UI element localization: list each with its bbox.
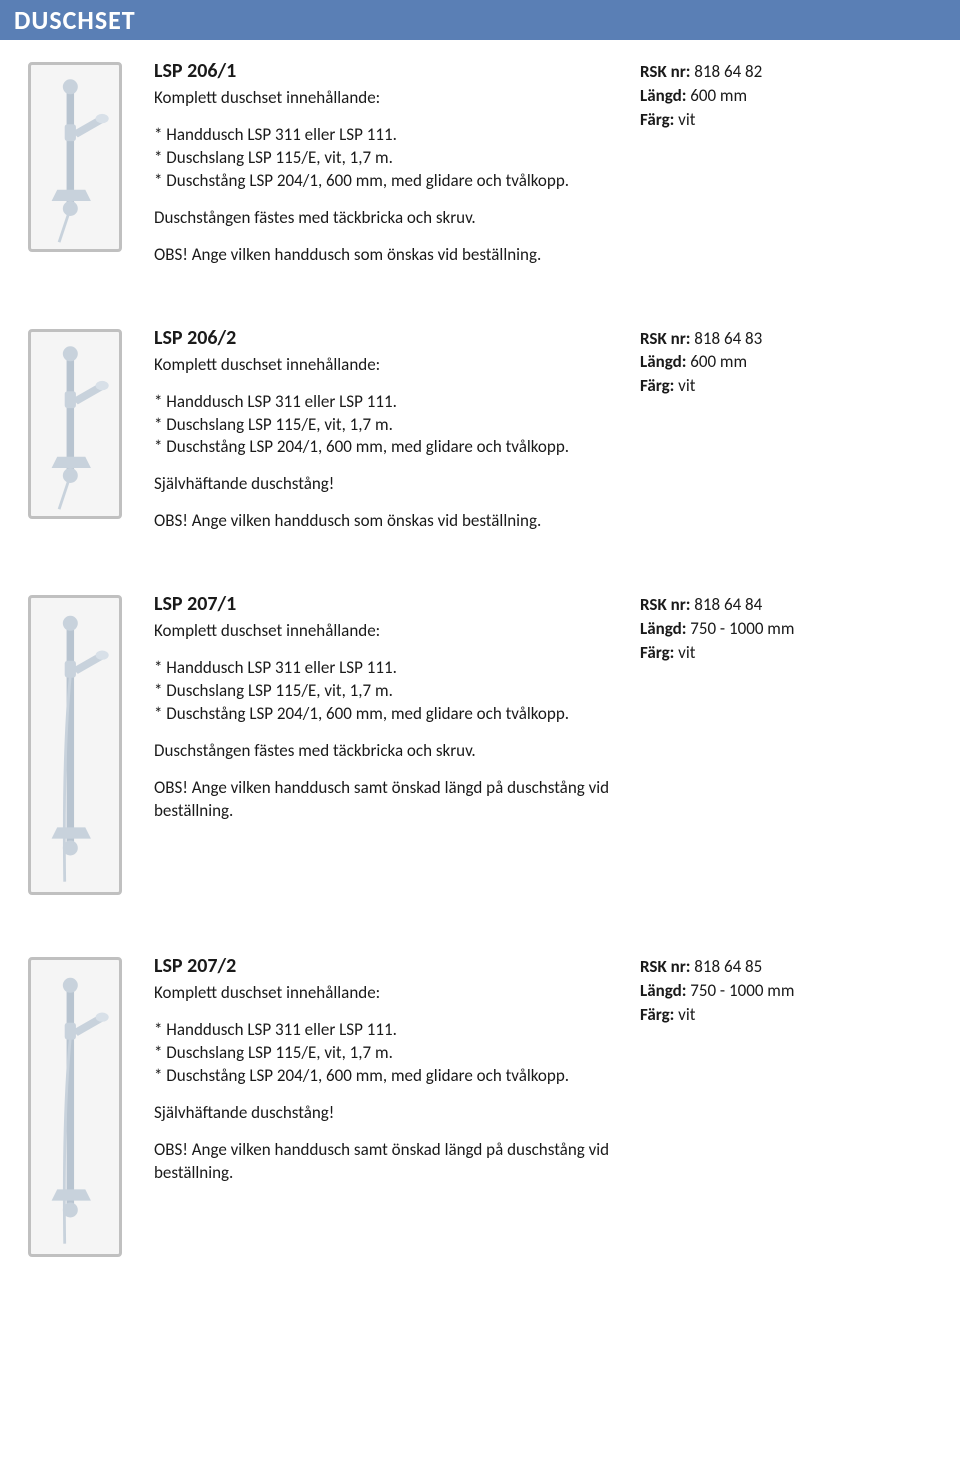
meta-color: Färg: vit	[640, 1003, 940, 1027]
meta-value: 750 - 1000 mm	[690, 618, 794, 639]
bullet: * Duschslang LSP 115/E, vit, 1,7 m.	[154, 680, 628, 703]
product-meta: RSK nr: 818 64 83 Längd: 600 mm Färg: vi…	[640, 325, 940, 398]
meta-length: Längd: 750 - 1000 mm	[640, 979, 940, 1003]
product-description: LSP 207/1 Komplett duschset innehållande…	[150, 591, 640, 823]
section-header: DUSCHSET	[0, 0, 960, 40]
meta-label: Längd:	[640, 351, 686, 372]
bullet: * Duschstång LSP 204/1, 600 mm, med glid…	[154, 1065, 628, 1088]
bullet: * Handdusch LSP 311 eller LSP 111.	[154, 391, 628, 414]
meta-rsk: RSK nr: 818 64 85	[640, 955, 940, 979]
bullet: * Duschslang LSP 115/E, vit, 1,7 m.	[154, 1042, 628, 1065]
product-row: LSP 207/2 Komplett duschset innehållande…	[0, 935, 960, 1257]
bullet: * Duschstång LSP 204/1, 600 mm, med glid…	[154, 170, 628, 193]
product-note: Duschstången fästes med täckbricka och s…	[154, 740, 628, 763]
product-row: LSP 207/1 Komplett duschset innehållande…	[0, 573, 960, 895]
bullet: * Duschslang LSP 115/E, vit, 1,7 m.	[154, 147, 628, 170]
product-note: Självhäftande duschstång!	[154, 1102, 628, 1125]
product-obs: OBS! Ange vilken handdusch som önskas vi…	[154, 510, 628, 533]
shower-set-icon	[31, 960, 119, 1254]
meta-value: 600 mm	[690, 85, 747, 106]
meta-label: Färg:	[640, 1004, 674, 1025]
meta-value: 818 64 82	[694, 61, 762, 82]
product-image-container	[0, 591, 150, 895]
meta-value: vit	[678, 642, 695, 663]
product-obs: OBS! Ange vilken handdusch samt önskad l…	[154, 777, 628, 823]
meta-value: vit	[678, 1004, 695, 1025]
product-note: Självhäftande duschstång!	[154, 473, 628, 496]
product-image-placeholder	[28, 595, 122, 895]
shower-set-icon	[31, 65, 119, 249]
meta-length: Längd: 600 mm	[640, 84, 940, 108]
product-description: LSP 206/2 Komplett duschset innehållande…	[150, 325, 640, 534]
meta-value: 750 - 1000 mm	[690, 980, 794, 1001]
product-description: LSP 207/2 Komplett duschset innehållande…	[150, 953, 640, 1185]
meta-color: Färg: vit	[640, 641, 940, 665]
meta-label: RSK nr:	[640, 956, 690, 977]
shower-set-icon	[31, 598, 119, 892]
meta-rsk: RSK nr: 818 64 83	[640, 327, 940, 351]
meta-value: 818 64 83	[694, 328, 762, 349]
product-meta: RSK nr: 818 64 85 Längd: 750 - 1000 mm F…	[640, 953, 940, 1026]
meta-value: vit	[678, 109, 695, 130]
meta-color: Färg: vit	[640, 374, 940, 398]
bullet: * Handdusch LSP 311 eller LSP 111.	[154, 124, 628, 147]
meta-value: 818 64 84	[694, 594, 762, 615]
meta-label: RSK nr:	[640, 61, 690, 82]
meta-value: 818 64 85	[694, 956, 762, 977]
meta-label: Längd:	[640, 618, 686, 639]
product-image-placeholder	[28, 957, 122, 1257]
product-image-container	[0, 325, 150, 519]
bullet: * Handdusch LSP 311 eller LSP 111.	[154, 1019, 628, 1042]
product-image-placeholder	[28, 329, 122, 519]
product-subtitle: Komplett duschset innehållande:	[154, 87, 628, 110]
bullet: * Handdusch LSP 311 eller LSP 111.	[154, 657, 628, 680]
product-row: LSP 206/2 Komplett duschset innehållande…	[0, 307, 960, 534]
bullet: * Duschstång LSP 204/1, 600 mm, med glid…	[154, 436, 628, 459]
product-title: LSP 206/1	[154, 58, 628, 85]
product-note: Duschstången fästes med täckbricka och s…	[154, 207, 628, 230]
meta-label: Färg:	[640, 109, 674, 130]
product-subtitle: Komplett duschset innehållande:	[154, 354, 628, 377]
meta-color: Färg: vit	[640, 108, 940, 132]
product-obs: OBS! Ange vilken handdusch som önskas vi…	[154, 244, 628, 267]
product-image-container	[0, 953, 150, 1257]
meta-rsk: RSK nr: 818 64 82	[640, 60, 940, 84]
product-subtitle: Komplett duschset innehållande:	[154, 620, 628, 643]
product-title: LSP 207/2	[154, 953, 628, 980]
meta-label: Längd:	[640, 980, 686, 1001]
product-title: LSP 206/2	[154, 325, 628, 352]
meta-label: Färg:	[640, 375, 674, 396]
product-subtitle: Komplett duschset innehållande:	[154, 982, 628, 1005]
shower-set-icon	[31, 332, 119, 516]
meta-length: Längd: 600 mm	[640, 350, 940, 374]
product-obs: OBS! Ange vilken handdusch samt önskad l…	[154, 1139, 628, 1185]
product-title: LSP 207/1	[154, 591, 628, 618]
meta-value: vit	[678, 375, 695, 396]
meta-label: Längd:	[640, 85, 686, 106]
meta-label: RSK nr:	[640, 594, 690, 615]
product-meta: RSK nr: 818 64 82 Längd: 600 mm Färg: vi…	[640, 58, 940, 131]
meta-label: RSK nr:	[640, 328, 690, 349]
product-meta: RSK nr: 818 64 84 Längd: 750 - 1000 mm F…	[640, 591, 940, 664]
meta-length: Längd: 750 - 1000 mm	[640, 617, 940, 641]
bullet: * Duschslang LSP 115/E, vit, 1,7 m.	[154, 414, 628, 437]
product-row: LSP 206/1 Komplett duschset innehållande…	[0, 40, 960, 267]
bullet: * Duschstång LSP 204/1, 600 mm, med glid…	[154, 703, 628, 726]
product-image-placeholder	[28, 62, 122, 252]
meta-value: 600 mm	[690, 351, 747, 372]
product-description: LSP 206/1 Komplett duschset innehållande…	[150, 58, 640, 267]
meta-label: Färg:	[640, 642, 674, 663]
meta-rsk: RSK nr: 818 64 84	[640, 593, 940, 617]
product-image-container	[0, 58, 150, 252]
